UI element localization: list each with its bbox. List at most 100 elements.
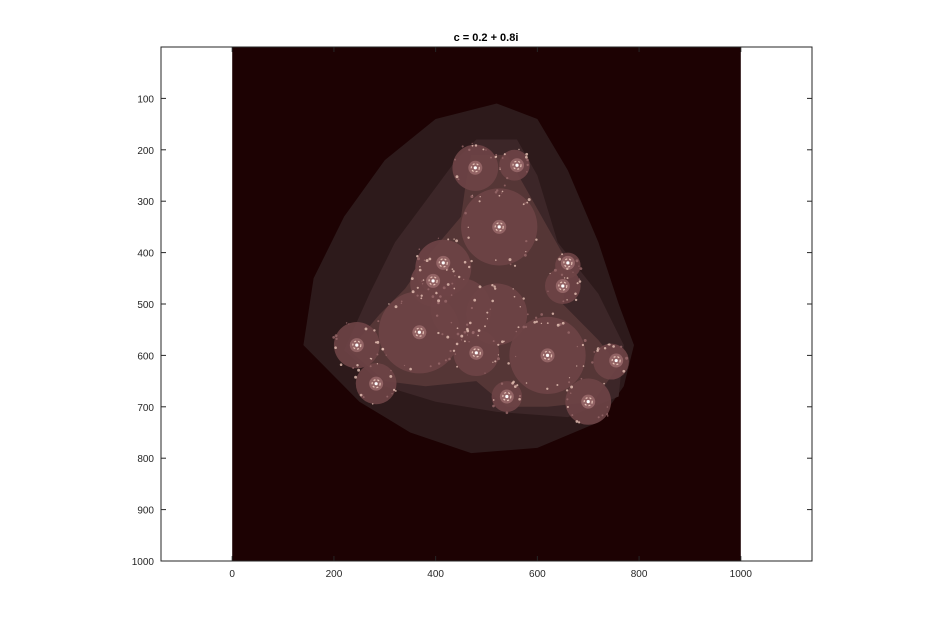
filament-speck — [549, 272, 551, 275]
filament-speck — [356, 364, 359, 367]
filament-speck — [491, 299, 495, 303]
filament-speck — [501, 157, 504, 159]
filament-speck — [444, 359, 447, 362]
filament-speck — [421, 283, 424, 285]
filament-speck — [431, 295, 435, 298]
filament-speck — [484, 372, 486, 374]
filament-speck — [576, 282, 579, 285]
spiral-center — [499, 389, 514, 404]
filament-speck — [464, 211, 467, 215]
spiral-center — [426, 273, 441, 288]
filament-speck — [540, 322, 543, 325]
filament-speck — [513, 295, 516, 298]
filament-speck — [447, 238, 450, 241]
filament-speck — [489, 308, 491, 310]
filament-speck — [603, 382, 605, 385]
filament-speck — [522, 325, 526, 329]
filament-speck — [535, 320, 538, 323]
filament-speck — [437, 362, 441, 365]
filament-speck — [460, 339, 463, 341]
filament-speck — [334, 334, 338, 338]
filament-speck — [442, 286, 446, 290]
y-tick-label: 500 — [137, 300, 154, 311]
filament-speck — [620, 345, 623, 348]
filament-speck — [377, 320, 380, 323]
filament-speck — [511, 381, 514, 385]
filament-speck — [566, 299, 568, 301]
filament-speck — [494, 191, 498, 194]
filament-speck — [494, 360, 497, 363]
filament-speck — [526, 158, 529, 162]
filament-speck — [601, 414, 604, 417]
filament-speck — [362, 394, 364, 396]
filament-speck — [580, 377, 583, 380]
filament-speck — [491, 284, 494, 287]
filament-speck — [486, 318, 489, 320]
filament-speck — [409, 367, 412, 371]
filament-speck — [485, 149, 487, 151]
filament-speck — [450, 321, 453, 324]
filament-speck — [525, 251, 527, 253]
filament-speck — [500, 382, 504, 386]
filament-speck — [527, 198, 531, 202]
filament-speck — [514, 355, 517, 358]
filament-speck — [348, 323, 350, 325]
filament-speck — [455, 239, 459, 243]
fractal-image — [232, 47, 741, 561]
filament-speck — [606, 415, 609, 417]
filament-speck — [369, 365, 372, 368]
filament-speck — [571, 414, 574, 417]
filament-speck — [418, 248, 421, 250]
filament-speck — [512, 288, 514, 290]
filament-speck — [558, 257, 561, 261]
filament-speck — [518, 394, 522, 398]
filament-speck — [493, 285, 496, 288]
filament-speck — [515, 330, 518, 333]
spiral-center — [492, 219, 507, 234]
filament-speck — [439, 295, 442, 298]
y-tick-label: 300 — [137, 197, 154, 208]
filament-speck — [410, 277, 414, 280]
filament-speck — [423, 259, 426, 262]
filament-speck — [575, 259, 579, 263]
filament-speck — [470, 306, 474, 310]
filament-speck — [572, 271, 574, 273]
filament-speck — [453, 238, 455, 240]
filament-speck — [567, 331, 570, 334]
filament-speck — [394, 389, 397, 392]
filament-speck — [478, 285, 482, 289]
filament-speck — [495, 259, 497, 261]
spiral-center — [469, 345, 484, 360]
filament-speck — [452, 349, 456, 352]
chart-title: c = 0.2 + 0.8i — [454, 32, 519, 44]
filament-speck — [461, 145, 464, 148]
filament-speck — [478, 200, 481, 203]
filament-speck — [354, 375, 358, 379]
filament-speck — [357, 368, 361, 372]
filament-speck — [435, 291, 438, 295]
filament-speck — [500, 192, 503, 194]
filament-speck — [566, 277, 569, 280]
filament-speck — [471, 144, 474, 147]
spiral-center — [555, 279, 570, 294]
filament-speck — [560, 273, 564, 276]
filament-speck — [551, 312, 555, 316]
filament-speck — [463, 260, 467, 264]
filament-speck — [578, 280, 582, 283]
filament-speck — [392, 388, 396, 392]
filament-speck — [525, 325, 528, 328]
filament-speck — [579, 267, 583, 270]
filament-speck — [420, 294, 423, 297]
filament-speck — [474, 144, 478, 147]
filament-speck — [428, 257, 432, 261]
filament-speck — [452, 270, 455, 273]
filament-speck — [593, 351, 596, 353]
filament-speck — [460, 334, 464, 338]
filament-speck — [562, 300, 565, 303]
filament-speck — [508, 258, 512, 262]
filament-speck — [441, 333, 444, 336]
filament-speck — [457, 275, 461, 279]
spiral-center — [609, 353, 624, 368]
filament-speck — [445, 269, 448, 271]
x-tick-label: 800 — [631, 569, 648, 580]
